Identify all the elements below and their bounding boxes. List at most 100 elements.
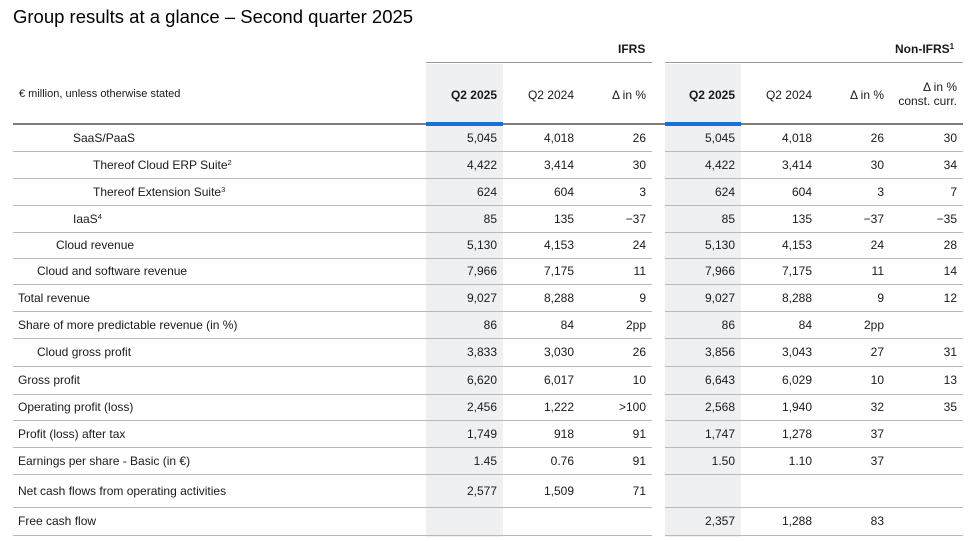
- non-ifrs-delta-cell: 37: [818, 420, 890, 448]
- ifrs-q2-2024-cell: 918: [503, 420, 580, 448]
- non-ifrs-delta-cell: 83: [818, 507, 890, 536]
- row-label: Operating profit (loss): [13, 394, 426, 421]
- non-ifrs-q2-2025-cell: 85: [665, 205, 741, 233]
- ifrs-q2-2024-cell: 4,153: [503, 232, 580, 259]
- row-label: Total revenue: [13, 284, 426, 312]
- table-row: Cloud and software revenue 7,966 7,175 11 7,…: [13, 258, 963, 285]
- table-row: Cloud revenue 5,130 4,153 24 5,130 4,153 24 28: [13, 232, 963, 259]
- row-label: Thereof Cloud ERP Suite2: [13, 151, 426, 179]
- non-ifrs-const-curr-cell: −35: [890, 205, 963, 233]
- non-ifrs-q2-2025-cell: 9,027: [665, 284, 741, 312]
- ifrs-q2-2025-cell: 2,577: [426, 474, 503, 508]
- ifrs-delta-cell: >100: [580, 394, 652, 421]
- row-label-text: SaaS/PaaS: [73, 130, 136, 145]
- row-label: Cloud and software revenue: [13, 258, 426, 285]
- row-label-text: Operating profit (loss): [18, 400, 134, 414]
- row-label-text: Cloud and software revenue: [37, 264, 188, 278]
- non-ifrs-const-curr-cell: 7: [890, 178, 963, 206]
- non-ifrs-q2-2024-cell: 1.10: [741, 447, 818, 475]
- non-ifrs-q2-2024-cell: 3,043: [741, 338, 818, 367]
- column-gap: [652, 474, 665, 507]
- ifrs-delta-cell: 91: [580, 420, 652, 448]
- ifrs-q2-2025-cell: 4,422: [426, 151, 503, 179]
- ifrs-q2-2024-cell: 1,509: [503, 474, 580, 508]
- const-curr-header-line2: const. curr.: [898, 94, 957, 108]
- non-ifrs-q2-2025-cell: 5,045: [665, 125, 741, 152]
- column-gap: [652, 366, 665, 394]
- ifrs-delta-cell: −37: [580, 205, 652, 233]
- table-row: Net cash flows from operating activities…: [13, 474, 963, 508]
- non-ifrs-const-curr-cell: 13: [890, 366, 963, 395]
- ifrs-group-header: IFRS: [618, 42, 645, 56]
- row-label: IaaS4: [13, 205, 426, 233]
- ifrs-q2-2024-cell: 6,017: [503, 366, 580, 395]
- ifrs-q2-2024-cell: 3,414: [503, 151, 580, 179]
- non-ifrs-const-curr-cell: 12: [890, 284, 963, 312]
- non-ifrs-col-delta: Δ in %: [849, 88, 884, 102]
- row-label: Profit (loss) after tax: [13, 420, 426, 448]
- ifrs-delta-cell: 71: [580, 474, 652, 508]
- table-row: SaaS/PaaS 5,045 4,018 26 5,045 4,018 26 30: [13, 125, 963, 152]
- non-ifrs-q2-2025-cell: 6,643: [665, 366, 741, 395]
- non-ifrs-q2-2024-cell: 135: [741, 205, 818, 233]
- ifrs-delta-cell: 26: [580, 125, 652, 152]
- row-label-text: Share of more predictable revenue (in %): [18, 317, 238, 332]
- ifrs-q2-2024-cell: 0.76: [503, 447, 580, 475]
- row-label-text: Free cash flow: [18, 514, 97, 528]
- column-gap: [652, 284, 665, 311]
- row-label-text: IaaS: [73, 211, 98, 226]
- non-ifrs-delta-cell: 10: [818, 366, 890, 395]
- column-gap: [652, 311, 665, 338]
- non-ifrs-q2-2024-cell: 84: [741, 311, 818, 339]
- ifrs-delta-cell: 11: [580, 258, 652, 285]
- non-ifrs-delta-cell: 27: [818, 338, 890, 367]
- non-ifrs-q2-2025-cell: 3,856: [665, 338, 741, 367]
- ifrs-q2-2025-cell: 6,620: [426, 366, 503, 395]
- non-ifrs-q2-2025-cell: 624: [665, 178, 741, 206]
- ifrs-q2-2025-cell: 5,130: [426, 232, 503, 259]
- non-ifrs-delta-cell: [818, 474, 890, 508]
- ifrs-q2-2024-cell: 604: [503, 178, 580, 206]
- non-ifrs-const-curr-cell: 31: [890, 338, 963, 367]
- non-ifrs-col-delta-const-curr: Δ in % const. curr.: [890, 80, 957, 108]
- non-ifrs-group-rule: [665, 62, 963, 63]
- ifrs-q2-2024-cell: 4,018: [503, 125, 580, 152]
- non-ifrs-group-label: Non-IFRS: [895, 42, 950, 56]
- ifrs-group-label: IFRS: [618, 42, 646, 56]
- non-ifrs-q2-2024-cell: 1,278: [741, 420, 818, 448]
- non-ifrs-q2-2025-cell: 2,568: [665, 394, 741, 421]
- ifrs-q2-2025-cell: 9,027: [426, 284, 503, 312]
- row-label-text: Thereof Cloud ERP Suite: [93, 157, 228, 172]
- table-row: Cloud gross profit 3,833 3,030 26 3,856 3,043…: [13, 338, 963, 367]
- non-ifrs-footnote-marker: 1: [949, 42, 955, 51]
- non-ifrs-q2-2024-cell: 1,940: [741, 394, 818, 421]
- non-ifrs-q2-2024-cell: 3,414: [741, 151, 818, 179]
- row-label: Cloud revenue: [13, 232, 426, 259]
- ifrs-q2-2024-cell: 8,288: [503, 284, 580, 312]
- non-ifrs-delta-cell: −37: [818, 205, 890, 233]
- ifrs-current-accent-bar: [426, 122, 503, 126]
- ifrs-q2-2025-cell: 1.45: [426, 447, 503, 475]
- non-ifrs-delta-cell: 30: [818, 151, 890, 179]
- ifrs-q2-2025-cell: 86: [426, 311, 503, 339]
- row-label-text: Total revenue: [18, 290, 91, 305]
- table-row: Share of more predictable revenue (in %)…: [13, 311, 963, 339]
- non-ifrs-q2-2025-cell: 1,747: [665, 420, 741, 448]
- non-ifrs-q2-2024-cell: 6,029: [741, 366, 818, 395]
- non-ifrs-const-curr-cell: 34: [890, 151, 963, 179]
- ifrs-q2-2025-cell: 3,833: [426, 338, 503, 367]
- ifrs-delta-cell: 26: [580, 338, 652, 367]
- non-ifrs-const-curr-cell: [890, 420, 963, 448]
- footnote-marker: 3: [221, 184, 226, 194]
- non-ifrs-group-header: Non-IFRS1: [895, 42, 954, 56]
- column-gap: [652, 338, 665, 366]
- row-label: Net cash flows from operating activities: [13, 474, 426, 508]
- non-ifrs-q2-2025-cell: 5,130: [665, 232, 741, 259]
- column-gap: [652, 420, 665, 447]
- table-row: Operating profit (loss) 2,456 1,222 >100 2,5…: [13, 394, 963, 421]
- column-gap: [652, 232, 665, 258]
- non-ifrs-delta-cell: 32: [818, 394, 890, 421]
- ifrs-q2-2024-cell: [503, 507, 580, 536]
- non-ifrs-q2-2024-cell: 8,288: [741, 284, 818, 312]
- column-gap: [652, 447, 665, 474]
